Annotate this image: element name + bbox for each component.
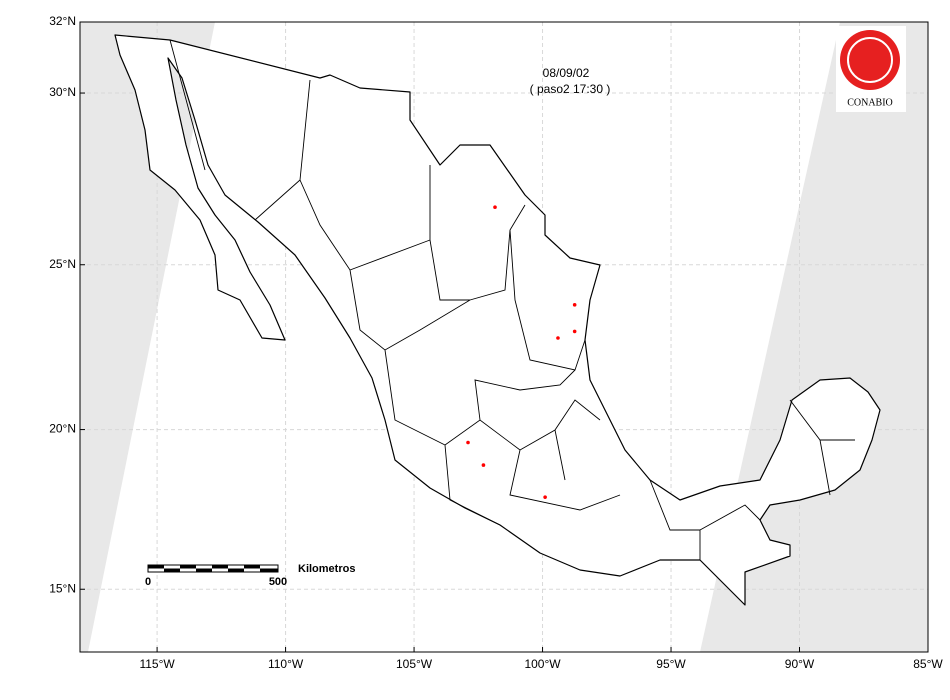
x-tick-label: 110°W <box>268 657 304 671</box>
mexico-outline <box>114 34 881 606</box>
scale-bar-checks <box>148 565 278 572</box>
pass-label: ( paso2 17:30 ) <box>530 82 611 96</box>
logo-ring <box>847 37 893 83</box>
y-tick-label: 30°N <box>49 85 76 99</box>
x-tick-label: 95°W <box>656 657 686 671</box>
hotspot <box>481 463 486 467</box>
hotspot <box>543 495 547 499</box>
logo: CONABIO <box>836 26 906 112</box>
x-tick-label: 115°W <box>139 657 175 671</box>
hotspot <box>556 336 560 340</box>
logo-text: CONABIO <box>847 97 893 108</box>
map-border <box>79 21 929 653</box>
x-tick-label: 90°W <box>785 657 815 671</box>
hotspot <box>493 205 497 210</box>
y-tick-label: 20°N <box>49 422 76 436</box>
x-tick-label: 100°W <box>524 657 561 671</box>
hotspot <box>572 303 577 307</box>
scale-start: 0 <box>145 576 151 588</box>
state-border <box>169 39 855 560</box>
hotspot <box>466 440 470 445</box>
scale-bar: 0 500 Kilometros <box>145 563 356 588</box>
x-tick-label: 105°W <box>396 657 433 671</box>
scale-end: 500 <box>269 576 287 588</box>
y-tick-label: 15°N <box>49 581 76 595</box>
hotspot <box>572 329 577 334</box>
y-tick-label: 25°N <box>49 257 76 271</box>
scale-title: Kilometros <box>298 563 355 575</box>
date-label: 08/09/02 <box>543 66 590 80</box>
y-tick-label: 32°N <box>49 14 76 28</box>
x-tick-label: 85°W <box>913 657 943 671</box>
